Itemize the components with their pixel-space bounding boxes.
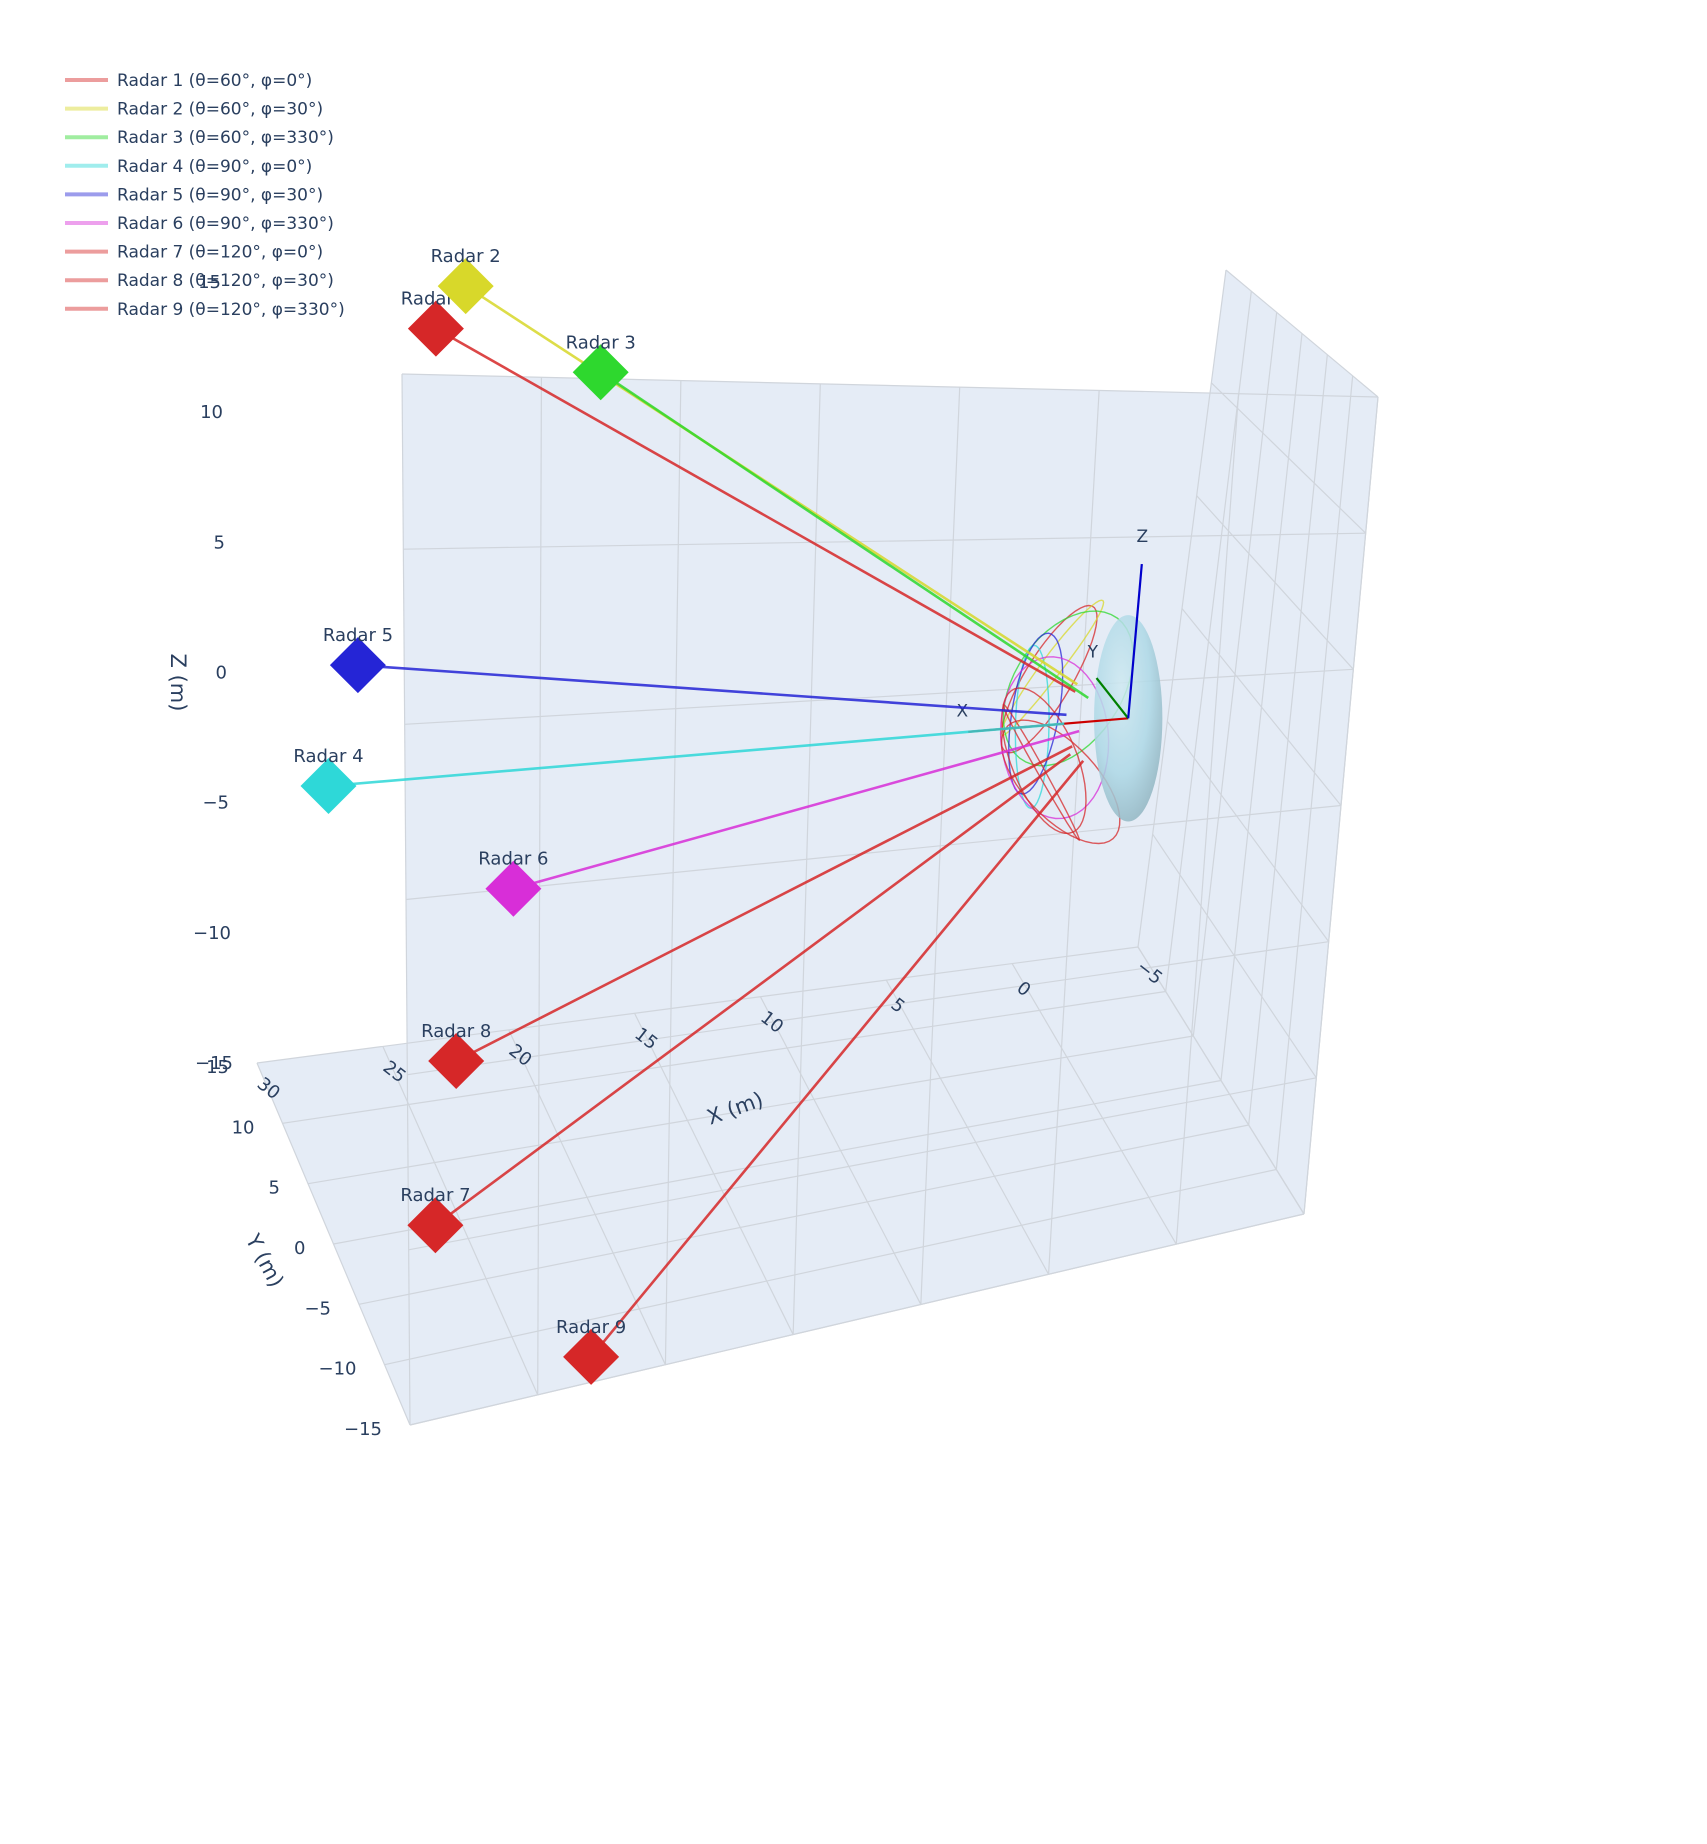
y-gridline: [358, 1124, 1249, 1305]
z-gridline: [1196, 495, 1354, 670]
frame-axis-z: [1127, 563, 1143, 719]
z-tick-label: 0: [216, 663, 227, 684]
z-gridline: [404, 668, 1354, 725]
legend-item-label: Radar 2 (θ=60°, φ=30°): [117, 100, 323, 120]
beam-line-3: [599, 371, 1089, 700]
radar-label-8: Radar 8: [421, 1021, 491, 1042]
frame-axis-y: [1095, 677, 1130, 719]
z-gridline: [1166, 720, 1330, 943]
y-gridline: [384, 1168, 1277, 1366]
radar-marker-5[interactable]: [329, 637, 386, 694]
legend: Radar 1 (θ=60°, φ=0°) Radar 2 (θ=60°, φ=3…: [65, 71, 345, 320]
z-gridline: [1181, 608, 1342, 806]
radar-marker-6[interactable]: [485, 860, 542, 917]
frame-axis-label-y: Y: [1087, 642, 1099, 662]
radar-marker-2[interactable]: [437, 258, 494, 315]
z-gridline: [1137, 946, 1305, 1215]
radar-marker-3[interactable]: [572, 344, 629, 401]
beam-line-5: [357, 663, 1067, 717]
z-gridline: [401, 373, 1379, 398]
z-gridline: [408, 1077, 1317, 1251]
y-tick-label: 15: [206, 1057, 229, 1078]
radar-beam-lines: [328, 285, 1089, 1358]
z-gridline: [407, 941, 1329, 1076]
legend-item-label: Radar 5 (θ=90°, φ=30°): [117, 185, 323, 205]
z-tick-label: −10: [193, 923, 231, 944]
radar-label-4: Radar 4: [293, 746, 363, 767]
y-tick-label: −15: [344, 1419, 382, 1440]
radar-marker-8[interactable]: [428, 1033, 485, 1089]
y-tick-label: 5: [269, 1178, 280, 1199]
radar-marker-4[interactable]: [300, 758, 357, 814]
z-tick-label: 15: [198, 272, 221, 293]
y-tick-label: 0: [294, 1238, 305, 1259]
z-gridline: [405, 804, 1342, 901]
beam-line-8: [455, 745, 1073, 1063]
beam-footprint-6: [999, 656, 1110, 820]
legend-item-label: Radar 9 (θ=120°, φ=330°): [117, 300, 345, 320]
radar-marker-7[interactable]: [407, 1197, 464, 1254]
beam-line-4: [328, 722, 1065, 788]
legend-item-label: Radar 6 (θ=90°, φ=330°): [117, 214, 334, 234]
radar-marker-9[interactable]: [563, 1328, 620, 1385]
z-tick-label: 5: [214, 532, 225, 553]
beam-line-6: [513, 729, 1080, 890]
z-gridline: [1152, 833, 1317, 1079]
frame-axis-label-x: X: [956, 701, 968, 721]
y-gridline: [256, 946, 1139, 1064]
y-tick-label: −5: [304, 1298, 331, 1319]
frame-axis-label-z: Z: [1137, 527, 1149, 547]
y-gridline: [282, 990, 1166, 1124]
beam-footprint-1: [1000, 604, 1098, 754]
beam-footprint-9: [1000, 719, 1121, 845]
z-tick-label: −15: [195, 1053, 233, 1074]
y-gridline: [307, 1035, 1194, 1185]
radar-label-6: Radar 6: [478, 849, 548, 870]
z-gridline: [1225, 269, 1379, 398]
radar-label-9: Radar 9: [556, 1317, 626, 1338]
y-tick-label: 10: [232, 1117, 255, 1138]
legend-item-label: Radar 4 (θ=90°, φ=0°): [117, 157, 312, 177]
z-gridline: [409, 1213, 1305, 1426]
radar-label-3: Radar 3: [566, 332, 636, 353]
y-gridline: [333, 1079, 1222, 1245]
radar-label-2: Radar 2: [431, 246, 501, 267]
legend-item-label: Radar 8 (θ=120°, φ=30°): [117, 271, 334, 291]
z-tick-label: 10: [200, 402, 223, 423]
beam-line-9: [590, 759, 1085, 1358]
legend-item-label: Radar 1 (θ=60°, φ=0°): [117, 71, 312, 91]
radar-label-5: Radar 5: [323, 625, 393, 646]
beam-footprint-4: [1014, 644, 1050, 810]
z-gridline: [1210, 382, 1367, 534]
radar-label-7: Radar 7: [400, 1185, 470, 1206]
scene-panes: [257, 270, 1378, 1425]
radar-marker-1[interactable]: [407, 300, 464, 357]
scene-gridlines: [256, 269, 1379, 1426]
z-gridline: [403, 532, 1366, 550]
legend-item-label: Radar 3 (θ=60°, φ=330°): [117, 128, 334, 148]
beam-line-1: [435, 327, 1076, 693]
legend-item-label: Radar 7 (θ=120°, φ=0°): [117, 243, 323, 263]
beam-line-7: [434, 753, 1072, 1227]
back-wall-y: [402, 374, 1378, 1425]
z-axis-title: Z (m): [166, 654, 190, 712]
z-tick-label: −5: [202, 793, 229, 814]
y-tick-label: −10: [319, 1359, 357, 1380]
y-axis-title: Y (m): [240, 1229, 288, 1291]
